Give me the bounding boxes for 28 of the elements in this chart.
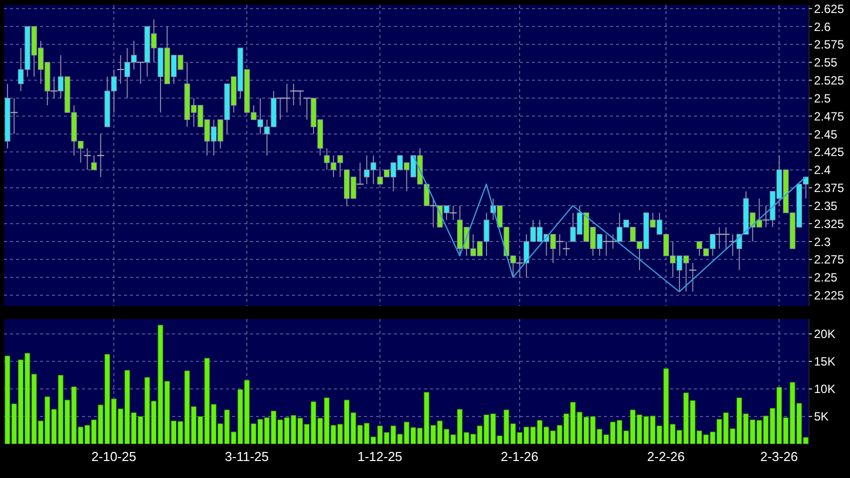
y-tick-label: 2.25 [814,270,838,285]
y-tick-label: 2.55 [814,56,838,70]
y-tick-label: 2.6 [814,20,832,34]
y-tick-label: 2.625 [814,2,844,16]
x-tick-label: 1-12-25 [357,449,402,464]
y-tick-label: 2.35 [814,198,838,213]
y-tick-label: 2.45 [814,127,838,142]
y-tick-label: 20K [814,327,836,342]
x-tick-label: 2-2-26 [647,449,685,464]
y-tick-label: 2.525 [814,74,844,88]
x-tick-label: 2-3-26 [760,449,798,464]
x-tick-label: 2-10-25 [91,449,136,464]
y-tick-label: 2.4 [814,163,832,178]
y-tick-label: 2.275 [814,252,844,267]
y-tick-label: 2.425 [814,145,844,160]
y-tick-label: 2.3 [814,234,832,249]
y-tick-label: 2.375 [814,181,844,196]
y-tick-label: 5K [814,410,829,424]
y-tick-label: 15K [814,354,836,369]
y-tick-label: 10K [814,382,836,396]
y-tick-label: 2.325 [814,216,844,231]
y-tick-label: 2.225 [814,288,844,303]
x-tick-label: 2-1-26 [500,449,538,464]
y-tick-label: 2.475 [814,109,844,124]
y-tick-label: 2.575 [814,38,844,52]
y-tick-label: 2.5 [814,91,832,106]
x-tick-label: 3-11-25 [224,449,269,464]
candlestick [91,155,97,170]
